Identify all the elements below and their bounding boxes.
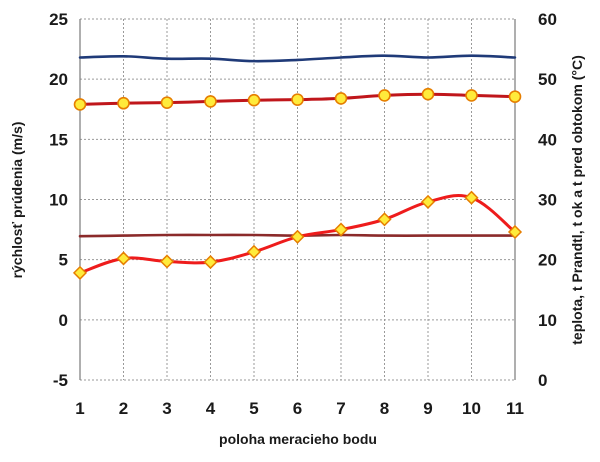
series-line-1 xyxy=(78,54,517,63)
data-point xyxy=(333,222,349,237)
data-point xyxy=(464,190,479,205)
y2-tick-label: 40 xyxy=(538,130,557,149)
x-tick-label: 8 xyxy=(380,399,389,418)
data-point xyxy=(116,251,131,266)
y2-tick-label: 10 xyxy=(538,311,557,330)
y-axis-title: rýchlosť prúdenia (m/s) xyxy=(9,122,25,279)
y-tick-label: 5 xyxy=(59,251,68,270)
y-tick-label: 20 xyxy=(49,70,68,89)
data-point xyxy=(160,96,174,109)
x-tick-label: 3 xyxy=(162,399,171,418)
data-point xyxy=(72,265,88,280)
data-point xyxy=(508,90,522,103)
y2-tick-label: 20 xyxy=(538,251,557,270)
data-point xyxy=(465,89,478,102)
data-point xyxy=(377,212,392,227)
y2-axis-title: teplota, t Prandtl, t ok a t pred obtoko… xyxy=(569,55,585,345)
y2-tick-label: 60 xyxy=(538,10,557,29)
ticks-layer: -5 0 5 10 15 20 25 0 10 20 30 40 50 60 1 2 3 4 5 6 7 8 9 10 11 xyxy=(49,10,557,418)
y2-tick-label: 0 xyxy=(538,371,547,390)
data-point xyxy=(203,255,218,270)
y-tick-label: 10 xyxy=(49,191,68,210)
y2-tick-label: 30 xyxy=(538,191,557,210)
data-point xyxy=(159,254,175,269)
markers-layer xyxy=(72,87,523,280)
data-point xyxy=(378,89,391,102)
x-tick-label: 6 xyxy=(293,399,302,418)
x-tick-label: 2 xyxy=(119,399,128,418)
x-tick-label: 5 xyxy=(249,399,258,418)
data-point xyxy=(291,93,304,106)
data-point xyxy=(334,92,348,105)
data-point xyxy=(73,98,87,111)
x-tick-label: 9 xyxy=(423,399,432,418)
y2-tick-label: 50 xyxy=(538,70,557,89)
y-tick-label: -5 xyxy=(53,371,68,390)
x-tick-label: 10 xyxy=(462,399,481,418)
axes xyxy=(79,19,516,380)
x-tick-label: 1 xyxy=(75,399,84,418)
data-point xyxy=(246,244,262,259)
data-point xyxy=(204,95,217,108)
y-tick-label: 0 xyxy=(59,311,68,330)
data-point xyxy=(290,229,305,244)
x-axis-title: poloha meracieho bodu xyxy=(219,431,377,447)
data-point xyxy=(421,87,435,101)
data-point xyxy=(420,194,436,209)
y-tick-label: 15 xyxy=(49,130,68,149)
data-point xyxy=(247,93,261,107)
x-tick-label: 4 xyxy=(206,399,216,418)
data-point xyxy=(507,224,523,240)
x-tick-label: 7 xyxy=(336,399,345,418)
y-tick-label: 25 xyxy=(49,10,68,29)
data-point xyxy=(117,96,130,110)
x-tick-label: 11 xyxy=(506,399,524,418)
